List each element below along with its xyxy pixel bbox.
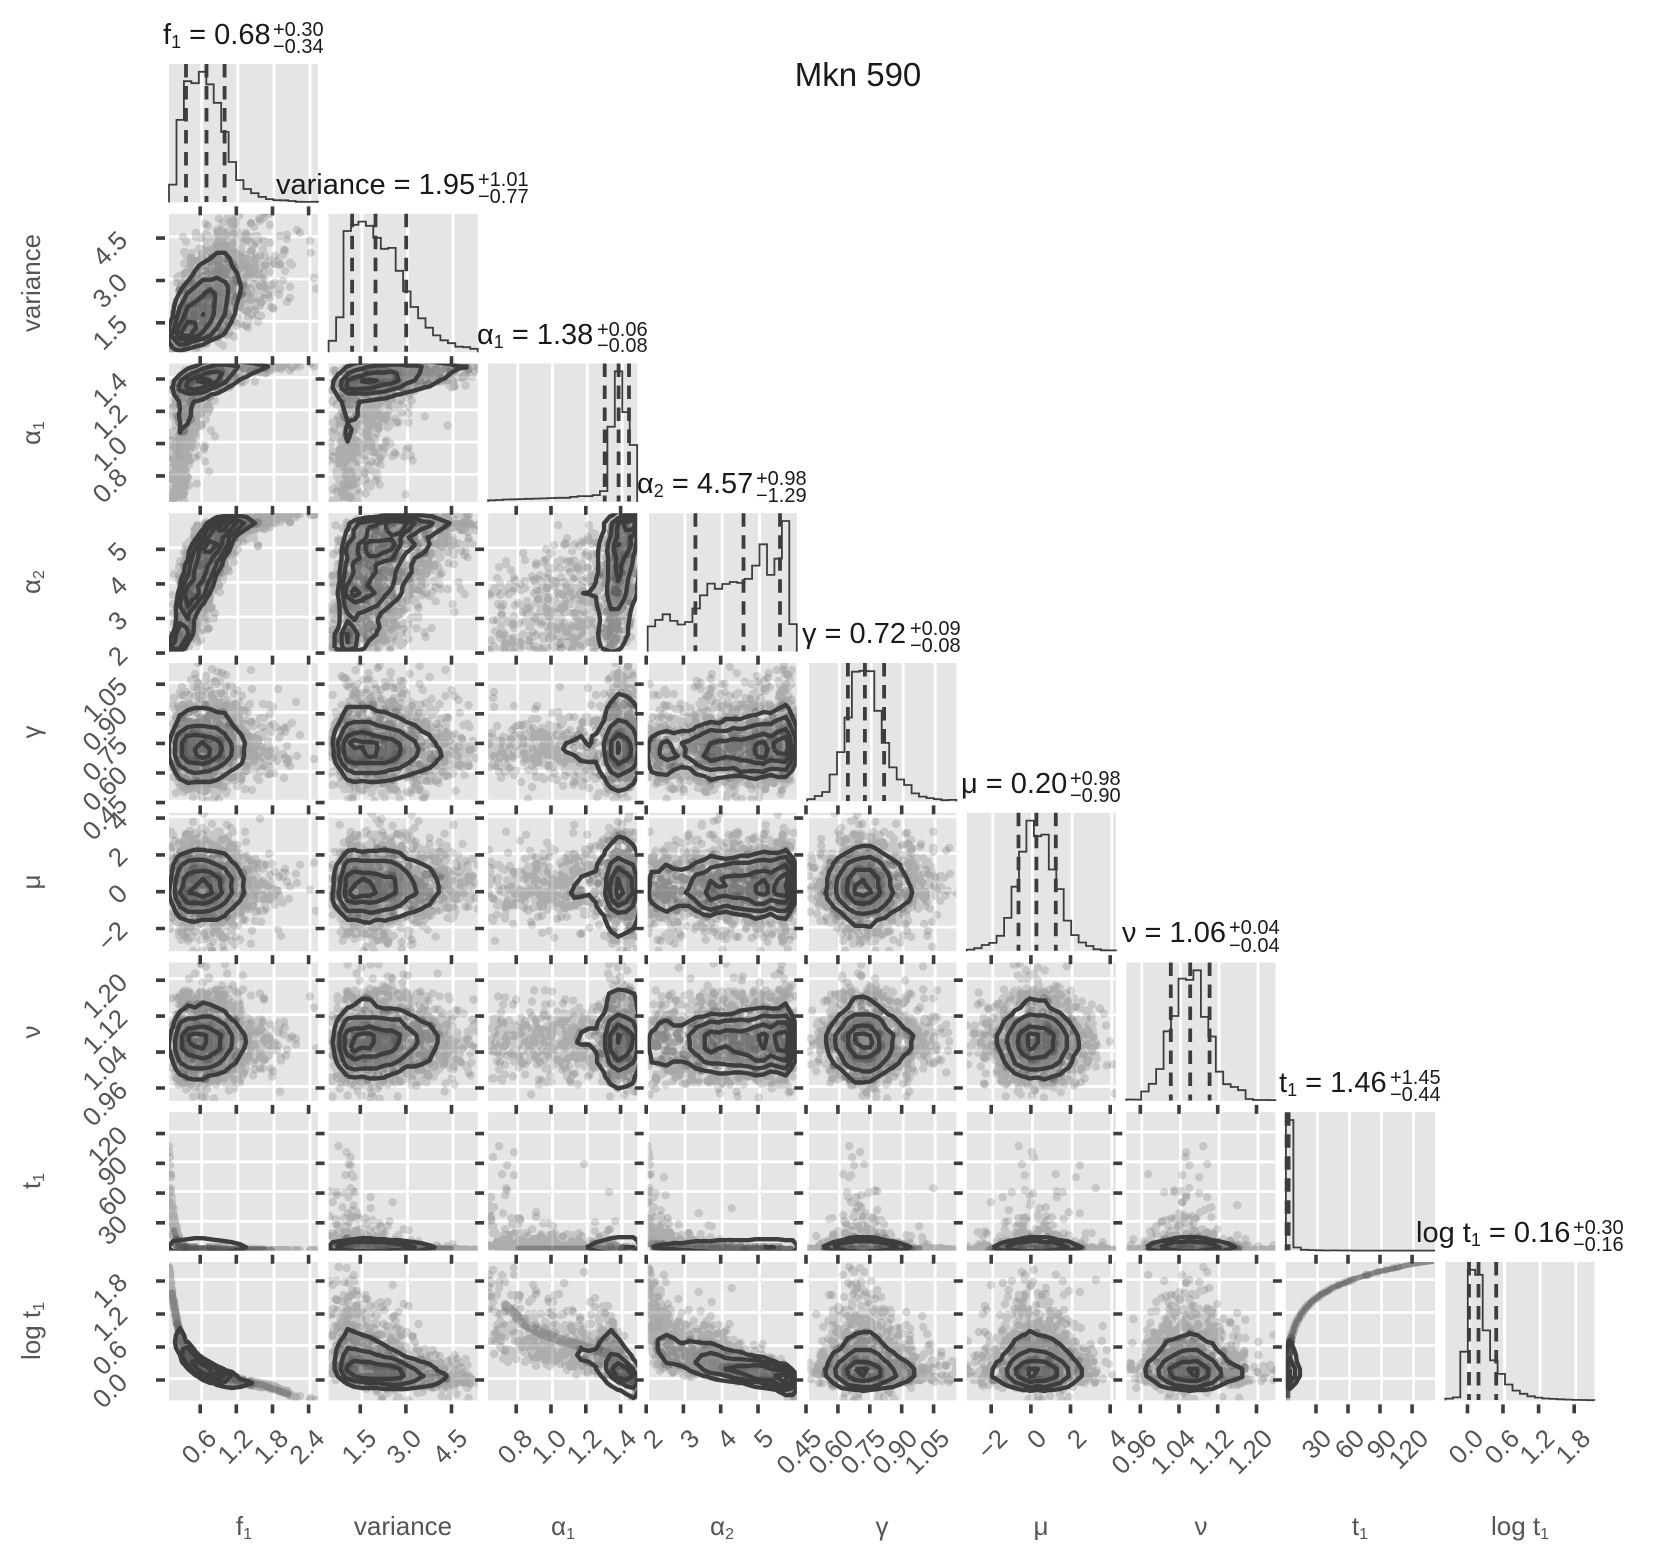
svg-text:log t1: log t1: [16, 1302, 48, 1360]
svg-text:γ: γ: [876, 1511, 889, 1541]
svg-text:+0.09: +0.09: [910, 618, 961, 640]
svg-text:Mkn 590: Mkn 590: [795, 56, 922, 93]
svg-text:+1.01: +1.01: [478, 169, 529, 191]
svg-text:μ = 0.20: μ = 0.20: [961, 768, 1067, 800]
svg-text:−0.04: −0.04: [1229, 935, 1280, 957]
svg-text:variance = 1.95: variance = 1.95: [276, 169, 475, 201]
svg-text:ν = 1.06: ν = 1.06: [1122, 917, 1226, 949]
svg-text:μ: μ: [16, 875, 46, 890]
svg-text:ν: ν: [16, 1026, 46, 1039]
svg-text:−1.29: −1.29: [756, 485, 807, 507]
svg-text:γ: γ: [16, 726, 46, 739]
svg-text:−0.77: −0.77: [478, 186, 529, 208]
svg-text:ν: ν: [1195, 1511, 1208, 1541]
svg-text:+0.98: +0.98: [756, 468, 807, 490]
svg-text:−0.44: −0.44: [1390, 1084, 1441, 1106]
svg-text:−0.16: −0.16: [1573, 1234, 1624, 1256]
svg-text:log t1: log t1: [1491, 1511, 1549, 1543]
svg-text:+0.98: +0.98: [1070, 768, 1121, 790]
svg-text:−0.08: −0.08: [910, 635, 961, 657]
svg-text:variance: variance: [16, 234, 46, 332]
svg-text:γ = 0.72: γ = 0.72: [802, 618, 906, 650]
svg-text:variance: variance: [354, 1511, 452, 1541]
svg-text:log t1 = 0.16: log t1 = 0.16: [1416, 1217, 1570, 1250]
svg-text:+0.06: +0.06: [597, 319, 648, 341]
svg-text:+0.30: +0.30: [1573, 1217, 1624, 1239]
svg-text:−0.34: −0.34: [273, 36, 324, 58]
svg-text:+1.45: +1.45: [1390, 1067, 1441, 1089]
svg-text:−0.90: −0.90: [1070, 785, 1121, 807]
svg-text:+0.04: +0.04: [1229, 917, 1280, 939]
svg-text:+0.30: +0.30: [273, 19, 324, 41]
svg-text:t1 = 1.46: t1 = 1.46: [1279, 1067, 1387, 1100]
svg-text:−0.08: −0.08: [597, 335, 648, 357]
svg-text:μ: μ: [1034, 1511, 1049, 1541]
svg-text:f1 = 0.68: f1 = 0.68: [163, 19, 271, 52]
